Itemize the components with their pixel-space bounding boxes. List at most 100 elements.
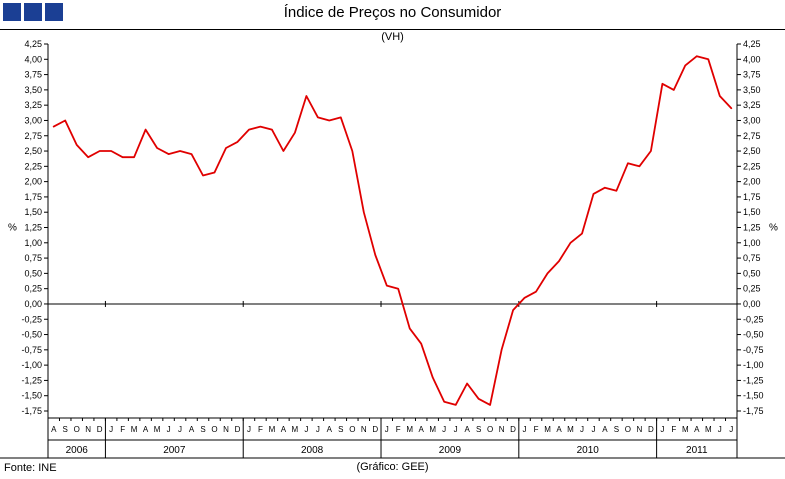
svg-text:2010: 2010 bbox=[577, 445, 600, 456]
logo bbox=[3, 3, 63, 21]
svg-text:J: J bbox=[247, 425, 251, 434]
svg-text:F: F bbox=[534, 425, 539, 434]
svg-text:M: M bbox=[292, 425, 299, 434]
svg-text:-1,50: -1,50 bbox=[743, 391, 764, 401]
svg-text:-0,75: -0,75 bbox=[743, 345, 764, 355]
svg-text:4,25: 4,25 bbox=[743, 39, 761, 49]
svg-text:J: J bbox=[385, 425, 389, 434]
svg-text:D: D bbox=[510, 425, 516, 434]
svg-text:0,25: 0,25 bbox=[743, 284, 761, 294]
svg-text:1,00: 1,00 bbox=[743, 238, 761, 248]
svg-text:2,00: 2,00 bbox=[24, 177, 42, 187]
svg-text:2,25: 2,25 bbox=[743, 161, 761, 171]
credit-note: (Gráfico: GEE) bbox=[356, 461, 429, 473]
svg-text:J: J bbox=[454, 425, 458, 434]
svg-text:0,00: 0,00 bbox=[743, 299, 761, 309]
svg-text:O: O bbox=[211, 425, 217, 434]
svg-text:M: M bbox=[429, 425, 436, 434]
svg-text:%: % bbox=[8, 223, 17, 234]
svg-text:A: A bbox=[327, 425, 333, 434]
svg-text:-0,25: -0,25 bbox=[743, 314, 764, 324]
svg-text:M: M bbox=[682, 425, 689, 434]
svg-text:%: % bbox=[769, 223, 778, 234]
svg-text:J: J bbox=[442, 425, 446, 434]
svg-text:J: J bbox=[304, 425, 308, 434]
svg-text:3,25: 3,25 bbox=[24, 100, 42, 110]
logo-square bbox=[3, 3, 21, 21]
svg-text:2008: 2008 bbox=[301, 445, 324, 456]
svg-text:J: J bbox=[523, 425, 527, 434]
svg-text:2009: 2009 bbox=[439, 445, 462, 456]
svg-text:A: A bbox=[419, 425, 425, 434]
svg-text:S: S bbox=[338, 425, 343, 434]
svg-text:D: D bbox=[97, 425, 103, 434]
svg-text:O: O bbox=[349, 425, 355, 434]
svg-text:1,50: 1,50 bbox=[24, 207, 42, 217]
svg-text:M: M bbox=[154, 425, 161, 434]
svg-text:4,25: 4,25 bbox=[24, 39, 42, 49]
svg-text:J: J bbox=[580, 425, 584, 434]
svg-text:2011: 2011 bbox=[686, 445, 708, 456]
svg-text:M: M bbox=[544, 425, 551, 434]
svg-text:J: J bbox=[718, 425, 722, 434]
svg-text:M: M bbox=[406, 425, 413, 434]
svg-text:0,75: 0,75 bbox=[743, 253, 761, 263]
chart-subtitle: (VH) bbox=[381, 31, 404, 43]
svg-text:2,75: 2,75 bbox=[743, 131, 761, 141]
svg-text:O: O bbox=[487, 425, 493, 434]
svg-text:J: J bbox=[591, 425, 595, 434]
svg-text:1,25: 1,25 bbox=[743, 223, 761, 233]
svg-text:A: A bbox=[694, 425, 700, 434]
svg-text:N: N bbox=[637, 425, 643, 434]
header-divider bbox=[0, 29, 785, 30]
svg-text:J: J bbox=[178, 425, 182, 434]
svg-text:N: N bbox=[361, 425, 367, 434]
logo-square bbox=[45, 3, 63, 21]
svg-text:J: J bbox=[109, 425, 113, 434]
svg-text:0,25: 0,25 bbox=[24, 284, 42, 294]
svg-text:A: A bbox=[51, 425, 57, 434]
svg-text:0,50: 0,50 bbox=[743, 268, 761, 278]
chart-title: Índice de Preços no Consumidor bbox=[283, 4, 502, 21]
svg-text:A: A bbox=[281, 425, 287, 434]
svg-text:J: J bbox=[167, 425, 171, 434]
svg-text:N: N bbox=[223, 425, 229, 434]
svg-text:1,25: 1,25 bbox=[24, 223, 42, 233]
svg-text:2,50: 2,50 bbox=[24, 146, 42, 156]
svg-text:N: N bbox=[85, 425, 91, 434]
svg-text:3,25: 3,25 bbox=[743, 100, 761, 110]
svg-text:D: D bbox=[235, 425, 241, 434]
svg-text:-1,50: -1,50 bbox=[21, 391, 42, 401]
svg-text:3,75: 3,75 bbox=[743, 70, 761, 80]
svg-text:A: A bbox=[602, 425, 608, 434]
svg-text:M: M bbox=[705, 425, 712, 434]
svg-text:0,50: 0,50 bbox=[24, 268, 42, 278]
svg-text:S: S bbox=[200, 425, 205, 434]
svg-text:-0,50: -0,50 bbox=[743, 330, 764, 340]
svg-text:F: F bbox=[258, 425, 263, 434]
svg-text:M: M bbox=[131, 425, 138, 434]
svg-text:S: S bbox=[614, 425, 619, 434]
svg-text:-0,50: -0,50 bbox=[21, 330, 42, 340]
svg-text:J: J bbox=[729, 425, 733, 434]
svg-text:4,00: 4,00 bbox=[24, 54, 42, 64]
svg-text:D: D bbox=[648, 425, 654, 434]
svg-text:2,00: 2,00 bbox=[743, 177, 761, 187]
svg-text:1,75: 1,75 bbox=[24, 192, 42, 202]
svg-text:O: O bbox=[74, 425, 80, 434]
svg-text:S: S bbox=[476, 425, 481, 434]
svg-text:0,00: 0,00 bbox=[24, 299, 42, 309]
svg-text:-1,00: -1,00 bbox=[743, 360, 764, 370]
svg-text:A: A bbox=[464, 425, 470, 434]
svg-text:M: M bbox=[269, 425, 276, 434]
svg-text:D: D bbox=[372, 425, 378, 434]
svg-text:-1,75: -1,75 bbox=[21, 406, 42, 416]
svg-text:M: M bbox=[567, 425, 574, 434]
svg-text:-0,25: -0,25 bbox=[21, 314, 42, 324]
svg-text:3,50: 3,50 bbox=[743, 85, 761, 95]
svg-text:0,75: 0,75 bbox=[24, 253, 42, 263]
source-note: Fonte: INE bbox=[4, 462, 57, 474]
svg-text:1,00: 1,00 bbox=[24, 238, 42, 248]
svg-text:F: F bbox=[396, 425, 401, 434]
